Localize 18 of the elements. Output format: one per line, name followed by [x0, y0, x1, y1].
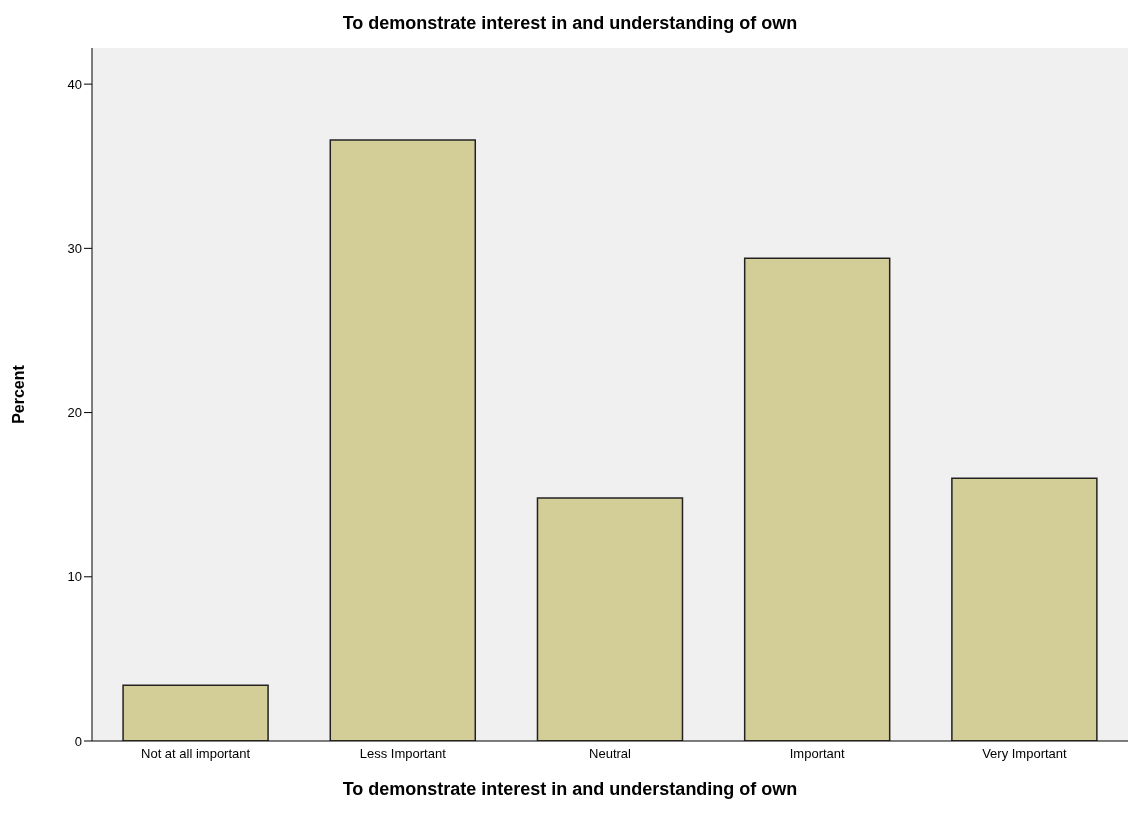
- bar: [536, 497, 684, 741]
- y-tick-label: 20: [67, 405, 82, 421]
- x-tick-label: Not at all important: [141, 746, 251, 762]
- y-tick-label: 10: [67, 569, 82, 585]
- bar: [122, 684, 269, 741]
- bar: [329, 139, 477, 741]
- x-axis-title: To demonstrate interest in and understanding of own: [341, 779, 799, 800]
- x-tick-label: Less Important: [359, 746, 447, 762]
- bar: [743, 257, 891, 741]
- y-tick-label: 0: [74, 733, 82, 749]
- x-tick-label: Important: [789, 746, 846, 762]
- x-tick-label: Very Important: [982, 746, 1068, 762]
- bar: [951, 477, 1098, 741]
- y-axis-title: Percent: [9, 364, 27, 424]
- chart-title: To demonstrate interest in and understanding of own: [341, 12, 799, 35]
- y-tick-label: 30: [67, 240, 82, 256]
- y-tick-label: 40: [67, 76, 82, 92]
- x-tick-label: Neutral: [589, 746, 632, 762]
